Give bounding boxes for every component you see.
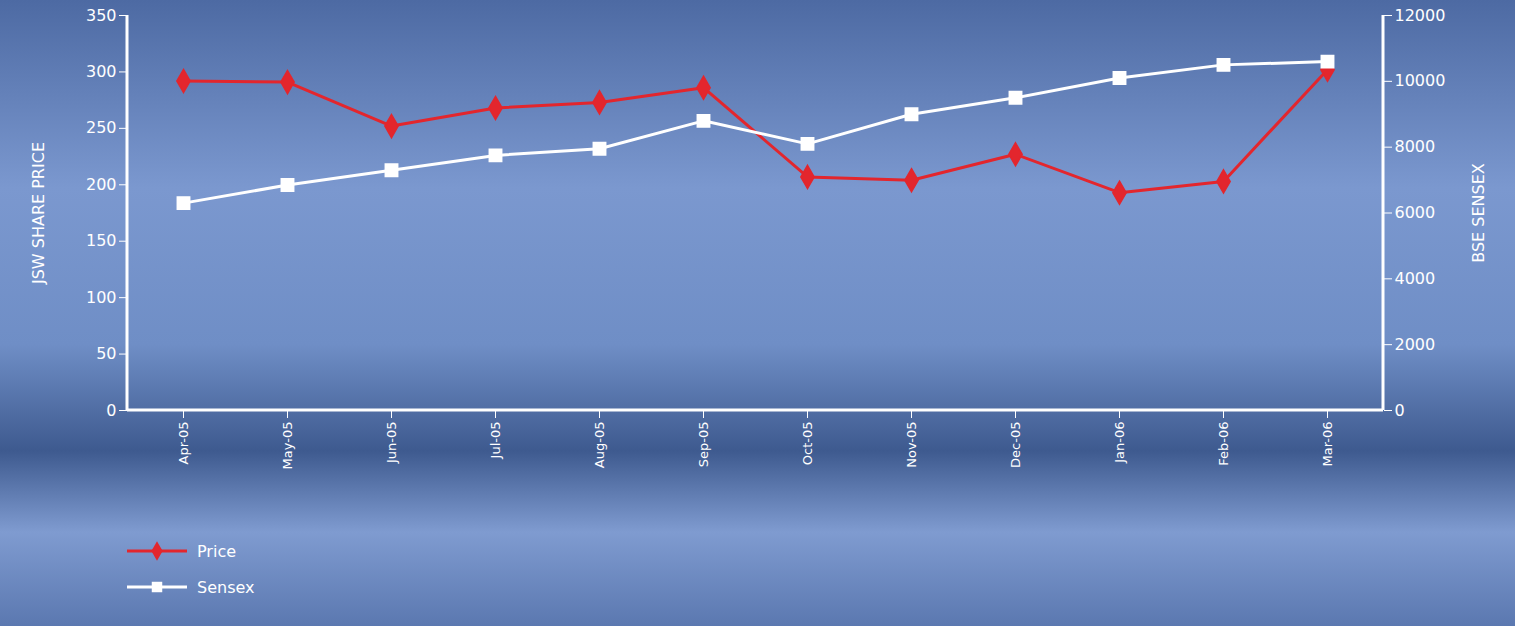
svg-text:2000: 2000 [1395,335,1436,354]
svg-text:Aug-05: Aug-05 [592,422,607,469]
svg-text:12000: 12000 [1395,6,1446,25]
svg-text:250: 250 [86,118,117,137]
svg-text:300: 300 [86,62,117,81]
html-text:Sensex: Sensex [197,577,255,597]
svg-text:May-05: May-05 [280,422,295,470]
svg-text:Dec-05: Dec-05 [1008,422,1023,468]
svg-text:8000: 8000 [1395,137,1436,156]
svg-text:Jul-05: Jul-05 [488,422,503,460]
svg-text:BSE SENSEX: BSE SENSEX [1469,163,1488,263]
svg-text:Sep-05: Sep-05 [696,422,711,468]
svg-text:150: 150 [86,231,117,250]
svg-text:Mar-06: Mar-06 [1320,422,1335,467]
svg-text:10000: 10000 [1395,71,1446,90]
svg-text:Nov-05: Nov-05 [904,422,919,468]
svg-text:0: 0 [1395,401,1405,420]
svg-text:6000: 6000 [1395,203,1436,222]
svg-text:350: 350 [86,6,117,25]
svg-text:200: 200 [86,175,117,194]
svg-text:0: 0 [106,401,116,420]
svg-text:Jan-06: Jan-06 [1112,422,1127,464]
svg-text:100: 100 [86,288,117,307]
html-text:Price: Price [197,541,236,561]
svg-text:50: 50 [96,344,116,363]
svg-text:Oct-05: Oct-05 [800,422,815,466]
svg-text:Feb-06: Feb-06 [1216,422,1231,466]
svg-text:Jun-05: Jun-05 [384,422,399,465]
svg-text:4000: 4000 [1395,269,1436,288]
svg-text:JSW SHARE PRICE: JSW SHARE PRICE [29,142,48,285]
svg-text:Apr-05: Apr-05 [176,422,191,465]
